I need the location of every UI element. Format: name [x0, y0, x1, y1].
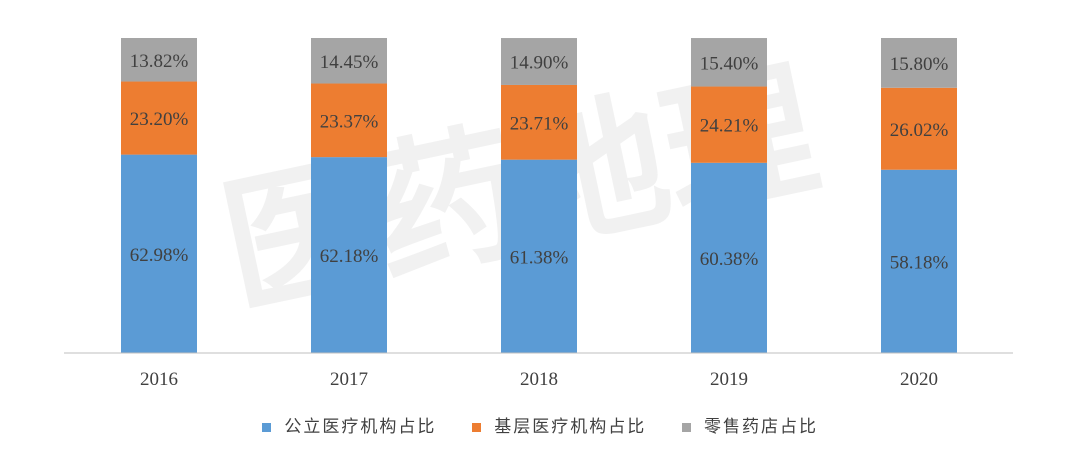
data-label-primary-2016: 23.20%	[130, 109, 189, 130]
bar-public-2018	[501, 159, 577, 353]
x-tick-2018: 2018	[520, 369, 558, 390]
bars-layer	[121, 38, 957, 353]
data-label-retail-2020: 15.80%	[890, 54, 949, 75]
bar-primary-2019	[691, 86, 767, 163]
legend-label-retail: 零售药店占比	[704, 417, 819, 437]
bar-primary-2020	[881, 87, 957, 170]
legend-swatch-retail	[681, 422, 691, 432]
bar-retail-2016	[121, 38, 197, 82]
data-label-retail-2019: 15.40%	[700, 53, 759, 74]
x-tick-2017: 2017	[330, 369, 368, 390]
bar-public-2016	[121, 154, 197, 353]
bar-public-2020	[881, 169, 957, 353]
legend-item-primary: 基层医疗机构占比	[471, 412, 647, 437]
x-tick-2020: 2020	[900, 369, 938, 390]
bar-public-2019	[691, 162, 767, 353]
data-label-retail-2016: 13.82%	[130, 51, 189, 72]
data-label-primary-2018: 23.71%	[510, 113, 569, 134]
data-label-public-2020: 58.18%	[890, 252, 949, 273]
legend-label-public: 公立医疗机构占比	[284, 417, 437, 437]
data-label-public-2016: 62.98%	[130, 245, 189, 266]
bar-primary-2016	[121, 81, 197, 155]
data-label-retail-2018: 14.90%	[510, 52, 569, 73]
data-label-primary-2017: 23.37%	[320, 111, 379, 132]
legend: 公立医疗机构占比 基层医疗机构占比 零售药店占比	[0, 412, 1080, 437]
data-label-public-2019: 60.38%	[700, 249, 759, 270]
value-labels-layer: 62.98% 23.20% 13.82% 62.18% 23.37% 14.45% 61.3…	[130, 51, 949, 274]
bar-retail-2020	[881, 38, 957, 88]
legend-item-public: 公立医疗机构占比	[261, 412, 437, 437]
bar-retail-2018	[501, 38, 577, 85]
data-label-retail-2017: 14.45%	[320, 52, 379, 73]
bar-primary-2017	[311, 83, 387, 158]
x-tick-2016: 2016	[140, 369, 178, 390]
x-tick-labels: 2016 2017 2018 2019 2020	[140, 369, 938, 390]
legend-label-primary: 基层医疗机构占比	[494, 417, 647, 437]
x-tick-2019: 2019	[710, 369, 748, 390]
legend-swatch-primary	[471, 422, 481, 432]
bar-retail-2019	[691, 38, 767, 87]
bar-retail-2017	[311, 38, 387, 84]
data-label-primary-2019: 24.21%	[700, 116, 759, 137]
legend-swatch-public	[261, 422, 271, 432]
bar-primary-2018	[501, 84, 577, 160]
legend-item-retail: 零售药店占比	[681, 412, 819, 437]
bar-public-2017	[311, 157, 387, 353]
data-label-primary-2020: 26.02%	[890, 120, 949, 141]
data-label-public-2017: 62.18%	[320, 246, 379, 267]
data-label-public-2018: 61.38%	[510, 247, 569, 268]
